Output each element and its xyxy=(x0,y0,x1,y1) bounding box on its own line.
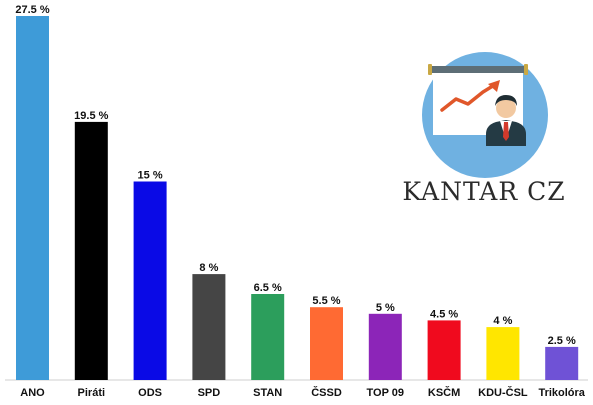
value-label-spd: 8 % xyxy=(199,262,218,274)
value-label-top-09: 5 % xyxy=(376,302,395,314)
value-label-pir-ti: 19.5 % xyxy=(74,110,108,122)
category-label-ano: ANO xyxy=(20,387,45,399)
bar--ssd xyxy=(310,307,343,380)
category-label-ks-m: KSČM xyxy=(428,386,460,399)
bar-top-09 xyxy=(368,313,402,380)
value-label-stan: 6.5 % xyxy=(254,282,282,294)
bar-trikol-ra xyxy=(545,346,579,380)
value-label-ano: 27.5 % xyxy=(15,4,49,16)
category-label-ods: ODS xyxy=(138,387,162,399)
category-label-kdu-sl: KDU-ČSL xyxy=(478,386,528,399)
value-label--ssd: 5.5 % xyxy=(312,295,340,307)
value-labels-group: 27.5 % 19.5 % 15 % 8 % 6.5 % 5.5 % 5 % 4.5 % 4 %… xyxy=(15,4,576,347)
category-label-trikol-ra: Trikolóra xyxy=(538,387,585,399)
category-labels-group: ANO Piráti ODS SPD STAN ČSSD TOP 09 KSČM KDU-ČSL… xyxy=(20,386,586,399)
value-label-trikol-ra: 2.5 % xyxy=(548,335,576,347)
bar-spd xyxy=(192,274,226,380)
brand-logo: KANTAR CZ xyxy=(402,52,565,206)
bar-ods xyxy=(133,181,167,380)
value-label-kdu-sl: 4 % xyxy=(493,315,512,327)
category-label-spd: SPD xyxy=(198,387,221,399)
category-label-top-09: TOP 09 xyxy=(367,387,405,399)
category-label-pir-ti: Piráti xyxy=(78,387,106,399)
bars-group xyxy=(16,16,579,381)
category-label-stan: STAN xyxy=(253,387,282,399)
category-label--ssd: ČSSD xyxy=(311,386,342,399)
bar-pir-ti xyxy=(74,121,108,381)
presentation-chart-person-icon xyxy=(428,64,528,146)
value-label-ods: 15 % xyxy=(138,170,163,182)
value-label-ks-m: 4.5 % xyxy=(430,308,458,320)
bar-ano xyxy=(16,16,49,380)
bar-stan xyxy=(251,294,285,380)
brand-name: KANTAR CZ xyxy=(402,177,565,206)
bar-ks-m xyxy=(427,320,461,380)
bar-kdu-sl xyxy=(486,327,520,380)
